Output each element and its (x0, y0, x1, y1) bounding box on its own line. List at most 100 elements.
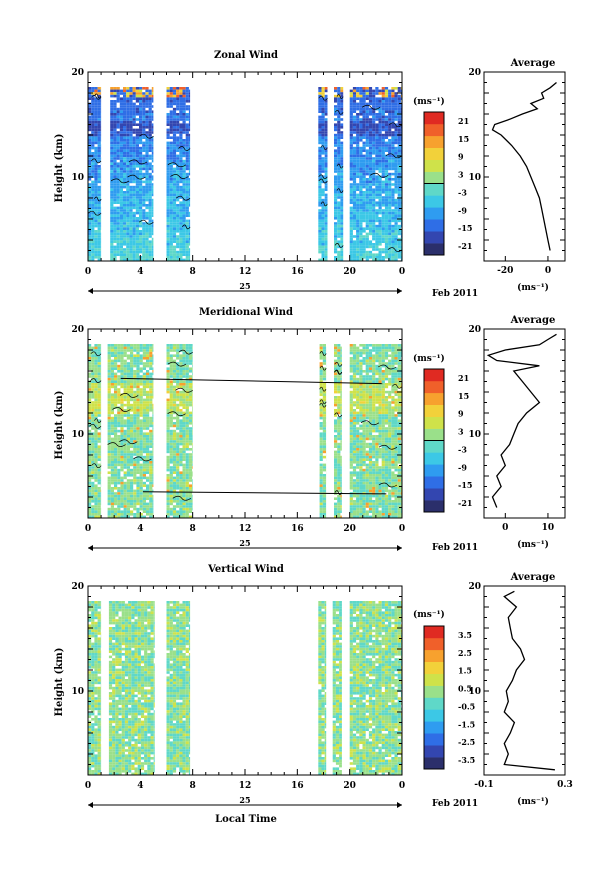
heatmap-cell (149, 466, 153, 469)
heatmap-cell (400, 87, 402, 90)
colorbar-tick-label: 15 (458, 134, 469, 144)
heatmap-cell (378, 118, 382, 121)
heatmap-cell (117, 442, 121, 446)
heatmap-cell (188, 204, 191, 207)
heatmap-cell (142, 87, 146, 90)
heatmap-cell (88, 388, 92, 391)
heatmap-cell (179, 144, 183, 147)
heatmap-cell (145, 167, 149, 171)
heatmap-cell (110, 248, 114, 251)
heatmap-cell (136, 393, 140, 396)
heatmap-cell (88, 232, 92, 236)
heatmap-cell (321, 105, 325, 108)
heatmap-cell (123, 178, 127, 181)
heatmap-cell (135, 235, 139, 238)
heatmap-cell (133, 458, 137, 461)
heatmap-cell (356, 217, 360, 220)
heatmap-cell (116, 118, 120, 121)
heatmap-cell (334, 175, 338, 178)
heatmap-cell (126, 87, 130, 90)
heatmap-cell (120, 380, 124, 383)
heatmap-cell (126, 178, 130, 181)
heatmap-cell (362, 175, 366, 178)
heatmap-cell (169, 466, 173, 469)
heatmap-cell (334, 100, 338, 103)
heatmap-cell (176, 217, 180, 220)
heatmap-cell (381, 105, 385, 108)
heatmap-cell (182, 240, 186, 243)
heatmap-cell (97, 118, 101, 121)
heatmap-cell (172, 191, 177, 194)
heatmap-cell (182, 105, 186, 108)
heatmap-cell (169, 170, 173, 173)
heatmap-cell (172, 211, 177, 215)
heatmap-cell (126, 123, 130, 126)
heatmap-cell (166, 170, 170, 173)
heatmap-cell (321, 162, 325, 165)
heatmap-cell (362, 89, 366, 93)
heatmap-cell (148, 128, 152, 132)
heatmap-cell (179, 196, 183, 199)
heatmap-cell (340, 157, 344, 160)
heatmap-cell (368, 193, 373, 197)
heatmap-cell (151, 183, 154, 186)
heatmap-cell (368, 123, 373, 126)
heatmap-cell (123, 463, 127, 467)
heatmap-cell (133, 419, 137, 422)
heatmap-cell (151, 115, 154, 119)
heatmap-cell (182, 172, 186, 176)
heatmap-cell (176, 346, 180, 350)
heatmap-cell (113, 193, 117, 197)
heatmap-cell (91, 476, 95, 480)
heatmap-cell (381, 123, 385, 126)
panel-title-zonal: Zonal Wind (214, 50, 278, 61)
heatmap-cell (126, 128, 130, 132)
heatmap-cell (135, 258, 139, 262)
heatmap-cell (129, 144, 133, 147)
heatmap-cell (372, 178, 376, 181)
heatmap-cell (362, 146, 366, 150)
heatmap-cell (166, 172, 170, 176)
heatmap-cell (113, 118, 117, 121)
heatmap-cell (179, 248, 183, 251)
heatmap-cell (172, 157, 177, 160)
colorbar-tick-label: 3 (458, 170, 464, 180)
heatmap-cell (188, 344, 193, 347)
heatmap-cell (110, 507, 114, 511)
heatmap-cell (176, 424, 180, 428)
heatmap-cell (365, 115, 369, 119)
heatmap-cell (372, 180, 376, 184)
heatmap-cell (185, 461, 189, 464)
heatmap-cell (166, 375, 170, 378)
heatmap-cell (123, 432, 127, 435)
heatmap-cell (179, 237, 183, 241)
heatmap-cell (126, 484, 130, 487)
heatmap-cell (91, 253, 95, 256)
heatmap-cell (139, 92, 143, 95)
heatmap-cell (362, 170, 366, 173)
heatmap-cell (126, 354, 130, 357)
heatmap-cell (91, 141, 95, 145)
heatmap-cell (151, 258, 154, 262)
heatmap-cell (142, 440, 146, 443)
heatmap-cell (362, 243, 366, 246)
heatmap-cell (362, 133, 366, 137)
heatmap-cell (368, 165, 373, 168)
heatmap-cell (132, 191, 136, 194)
heatmap-cell (169, 370, 173, 373)
heatmap-cell (397, 141, 401, 145)
heatmap-cell (388, 237, 392, 241)
heatmap-cell (349, 131, 353, 134)
heatmap-cell (151, 248, 154, 251)
heatmap-cell (372, 227, 376, 230)
heatmap-cell (375, 146, 379, 150)
heatmap-cell (318, 152, 322, 155)
heatmap-cell (136, 487, 140, 490)
heatmap-cell (119, 248, 123, 251)
heatmap-cell (384, 193, 389, 197)
heatmap-cell (94, 162, 98, 165)
heatmap-cell (136, 403, 140, 407)
heatmap-cell (148, 154, 152, 158)
heatmap-cell (97, 364, 101, 368)
heatmap-cell (116, 183, 120, 186)
